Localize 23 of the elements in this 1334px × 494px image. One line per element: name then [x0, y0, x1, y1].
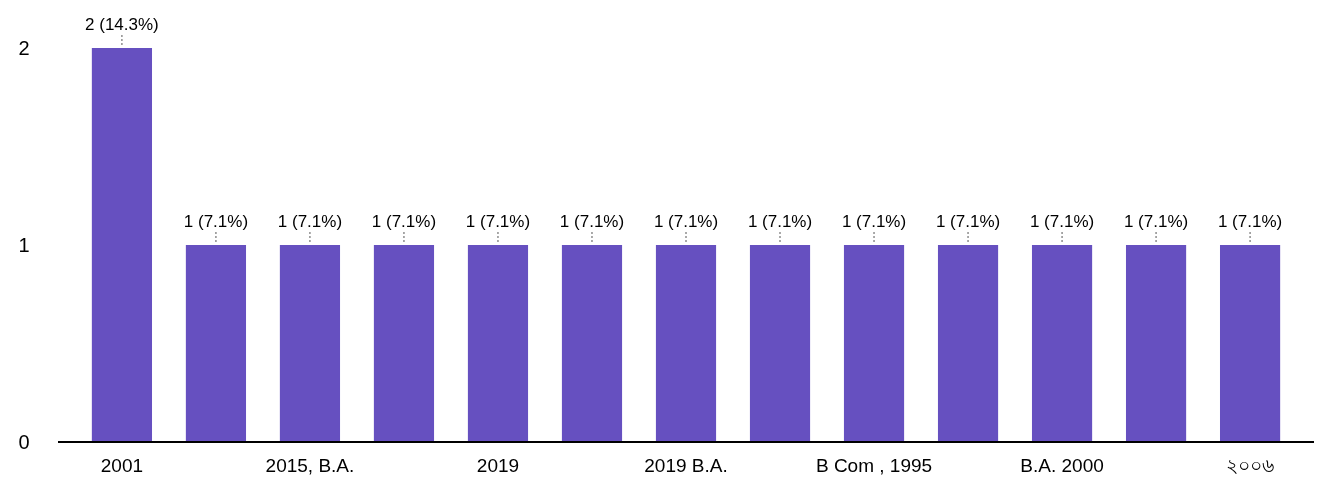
x-tick-label: 2001 [100, 455, 144, 476]
x-tick-label: 2019 [476, 455, 520, 476]
x-tick-label: ২০০৬ [1226, 455, 1275, 476]
data-label: 1 (7.1%) [653, 212, 719, 231]
x-tick-label: B.A. 2000 [1020, 455, 1104, 476]
data-label: 1 (7.1%) [371, 212, 437, 231]
data-label: 1 (7.1%) [559, 212, 625, 231]
x-tick-label: 2019 B.A. [644, 455, 728, 476]
x-tick-label: B Com , 1995 [815, 455, 933, 476]
y-tick-label: 1 [18, 234, 30, 256]
data-label: 2 (14.3%) [85, 15, 159, 34]
data-label: 1 (7.1%) [1029, 212, 1095, 231]
x-tick-label: 2015, B.A. [265, 455, 355, 476]
data-label: 1 (7.1%) [747, 212, 813, 231]
data-label: 1 (7.1%) [183, 212, 249, 231]
data-label: 1 (7.1%) [277, 212, 343, 231]
data-label: 1 (7.1%) [1217, 212, 1283, 231]
data-label: 1 (7.1%) [465, 212, 531, 231]
y-tick-label: 2 [18, 37, 30, 59]
y-tick-label: 0 [18, 431, 30, 453]
data-label: 1 (7.1%) [1123, 212, 1189, 231]
data-label: 1 (7.1%) [841, 212, 907, 231]
data-label: 1 (7.1%) [935, 212, 1001, 231]
